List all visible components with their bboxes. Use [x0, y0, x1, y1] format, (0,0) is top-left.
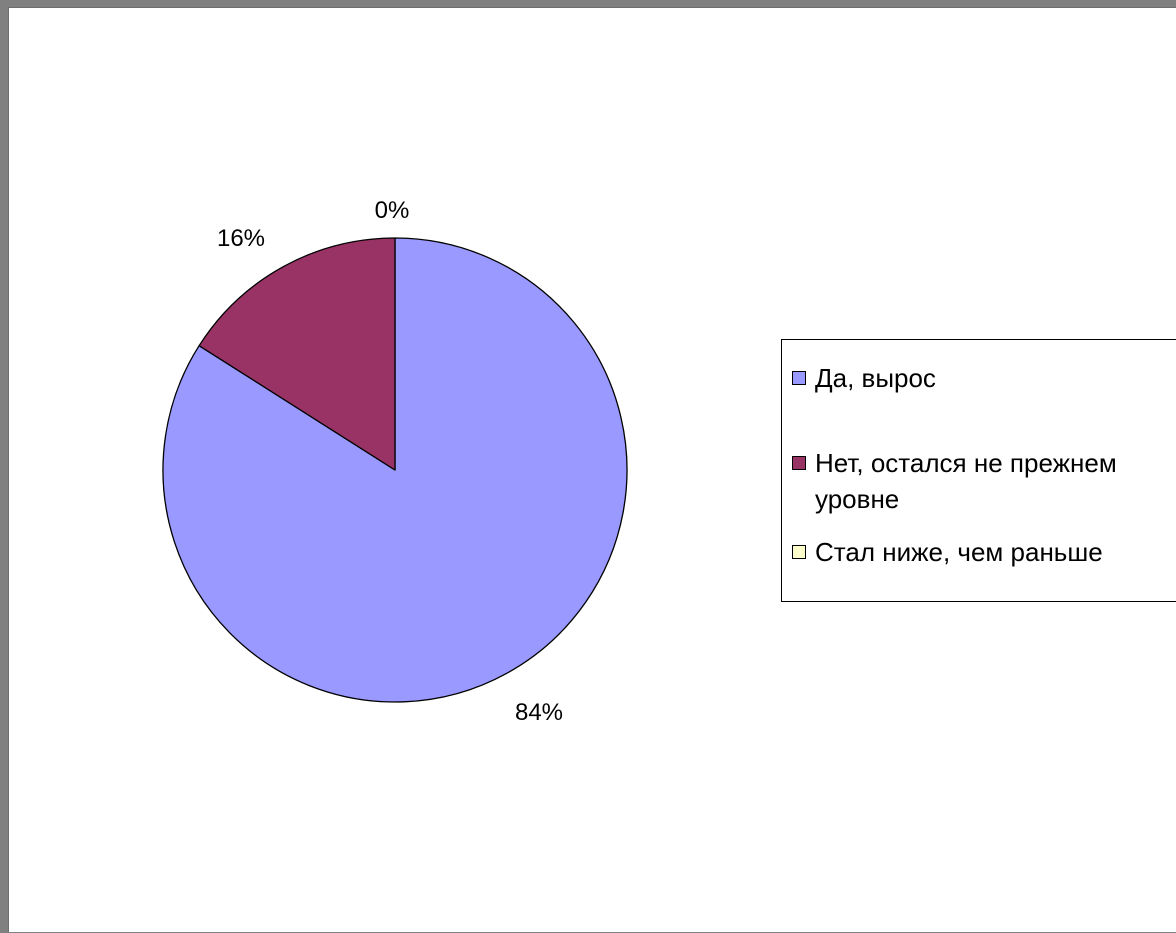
legend-label-lower: Стал ниже, чем раньше: [815, 537, 1103, 567]
legend-label-yes: Да, вырос: [815, 363, 936, 393]
chart-area: 84% 16% 0% Да, вырос Нет, остался не прежн…: [8, 7, 1176, 932]
data-label-lower: 0%: [375, 197, 410, 224]
pie-chart: 84% 16% 0%: [162, 197, 628, 726]
legend-item-lower: Стал ниже, чем раньше: [792, 534, 1103, 570]
data-label-yes: 84%: [515, 699, 563, 726]
legend-swatch-lower: [792, 545, 806, 559]
legend-label-no-line2: уровне: [815, 484, 900, 514]
legend-swatch-no: [792, 456, 806, 470]
legend-item-yes: Да, вырос: [792, 360, 936, 396]
legend-item-no: Нет, остался не прежнем уровне: [792, 445, 1117, 517]
chart-legend: Да, вырос Нет, остался не прежнем уровне…: [781, 339, 1176, 602]
pie-slice-no: [198, 237, 396, 471]
data-label-no: 16%: [217, 225, 265, 252]
legend-label-no-line1: Нет, остался не прежнем: [815, 448, 1117, 478]
legend-swatch-yes: [792, 371, 806, 385]
